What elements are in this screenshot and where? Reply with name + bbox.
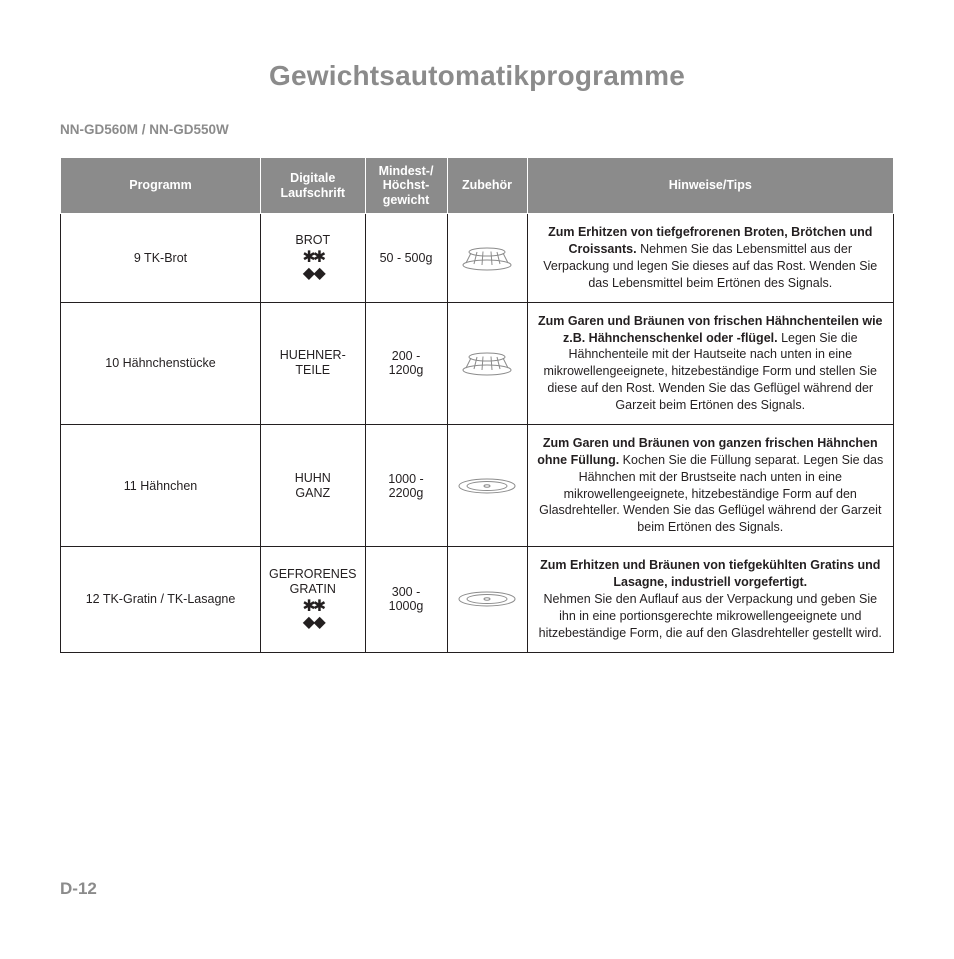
table-row: 9 TK-BrotBROT✱✱◆ ◆50 - 500g Zum Erhitzen… [61,214,894,303]
cell-program: 9 TK-Brot [61,214,261,303]
plate-icon [457,590,517,608]
table-row: 10 HähnchenstückeHUEHNER-TEILE200 - 1200… [61,302,894,424]
program-table: Programm Digitale Laufschrift Mindest-/ … [60,157,894,653]
plate-icon [457,477,517,495]
cell-display: BROT✱✱◆ ◆ [261,214,366,303]
frost-icon: ✱✱◆ ◆ [269,599,357,631]
cell-tips: Zum Garen und Bräunen von frischen Hähnc… [527,302,893,424]
table-row: 12 TK-Gratin / TK-LasagneGEFRORENESGRATI… [61,547,894,652]
table-header-row: Programm Digitale Laufschrift Mindest-/ … [61,158,894,214]
th-weight: Mindest-/ Höchst-gewicht [365,158,447,214]
cell-tips: Zum Erhitzen und Bräunen von tiefgekühlt… [527,547,893,652]
page-number: D-12 [60,879,97,899]
cell-program: 11 Hähnchen [61,424,261,546]
th-accessory: Zubehör [447,158,527,214]
model-line: NN-GD560M / NN-GD550W [60,122,894,137]
cell-weight: 50 - 500g [365,214,447,303]
cell-accessory [447,424,527,546]
cell-weight: 200 - 1200g [365,302,447,424]
cell-display: GEFRORENESGRATIN✱✱◆ ◆ [261,547,366,652]
cell-weight: 1000 - 2200g [365,424,447,546]
rack-icon [460,245,514,271]
th-display: Digitale Laufschrift [261,158,366,214]
cell-accessory [447,547,527,652]
cell-display: HUEHNER-TEILE [261,302,366,424]
cell-accessory [447,214,527,303]
th-tips: Hinweise/Tips [527,158,893,214]
cell-tips: Zum Erhitzen von tiefgefrorenen Broten, … [527,214,893,303]
page-title: Gewichtsautomatikprogramme [60,60,894,92]
cell-program: 12 TK-Gratin / TK-Lasagne [61,547,261,652]
cell-program: 10 Hähnchenstücke [61,302,261,424]
cell-accessory [447,302,527,424]
cell-tips: Zum Garen und Bräunen von ganzen frische… [527,424,893,546]
frost-icon: ✱✱◆ ◆ [269,250,357,282]
cell-display: HUHNGANZ [261,424,366,546]
rack-icon [460,350,514,376]
cell-weight: 300 - 1000g [365,547,447,652]
th-program: Programm [61,158,261,214]
table-row: 11 HähnchenHUHNGANZ1000 - 2200g Zum Gare… [61,424,894,546]
